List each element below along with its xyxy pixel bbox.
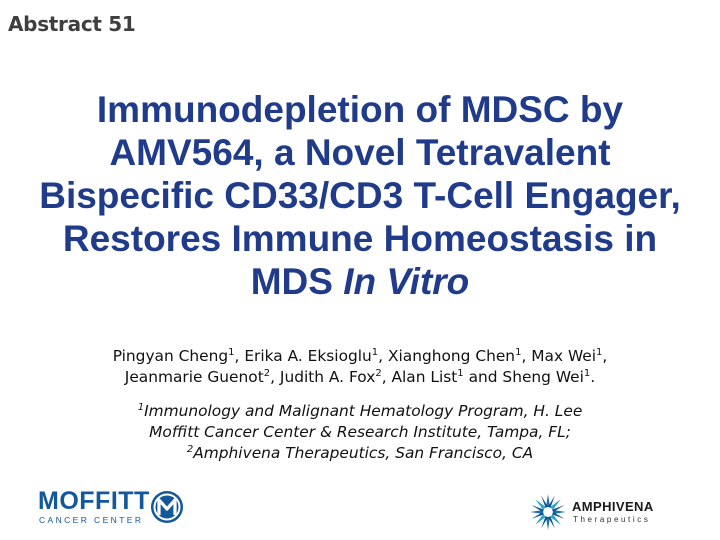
author-affil-sup: 1 <box>596 347 603 358</box>
title-line-1: Immunodepletion of MDSC by <box>96 89 624 130</box>
affiliation-sup-2: 2 <box>186 444 194 455</box>
amphivena-logo-word: AMPHIVENA <box>572 499 654 514</box>
author-line-2: Jeanmarie Guenot2, Judith A. Fox2, Alan … <box>124 368 596 386</box>
affiliation-sup-1: 1 <box>137 402 145 413</box>
author-affil-sup: 2 <box>375 368 382 379</box>
amphivena-burst-icon <box>530 494 566 530</box>
amphivena-logo-subtitle: Therapeutics <box>573 515 651 524</box>
slide-title: Immunodepletion of MDSC by AMV564, a Nov… <box>0 88 720 303</box>
author-affil-sup: 1 <box>371 347 379 358</box>
affiliation-line-1: 1Immunology and Malignant Hematology Pro… <box>0 401 720 422</box>
author-affil-sup: 1 <box>228 347 235 358</box>
author-affil-sup: 1 <box>583 368 591 379</box>
moffitt-logo: MOFFITT CANCER CENTER <box>38 488 183 528</box>
author-affil-sup: 2 <box>263 368 271 379</box>
author-name: Jeanmarie Guenot <box>124 368 264 386</box>
amphivena-logo: AMPHIVENA Therapeutics <box>528 492 688 532</box>
title-line-2: AMV564, a Novel Tetravalent <box>109 132 611 173</box>
title-line-4: Restores Immune Homeostasis in <box>62 218 658 259</box>
author-name: Pingyan Cheng <box>112 347 229 365</box>
author-list: Pingyan Cheng1, Erika A. Eksioglu1, Xian… <box>0 346 720 388</box>
abstract-label: Abstract 51 <box>8 12 136 36</box>
title-line-5: MDS In Vitro <box>0 260 720 303</box>
affiliation-line-2: Moffitt Cancer Center & Research Institu… <box>149 423 571 441</box>
author-name: Sheng Wei <box>502 368 584 386</box>
moffitt-m-icon <box>151 491 183 523</box>
author-name: Max Wei <box>531 347 597 365</box>
moffitt-logo-subtitle: CANCER CENTER <box>39 515 144 525</box>
title-line-3: Bispecific CD33/CD3 T-Cell Engager, <box>39 175 681 216</box>
moffitt-logo-word: MOFFITT <box>38 487 150 515</box>
author-name: Judith A. Fox <box>279 368 376 386</box>
affiliations: 1Immunology and Malignant Hematology Pro… <box>0 401 720 464</box>
author-affil-sup: 1 <box>515 347 522 358</box>
title-line-5-prefix: MDS <box>250 261 344 302</box>
author-line-1: Pingyan Cheng1, Erika A. Eksioglu1, Xian… <box>112 347 608 365</box>
affiliation-text-2: Amphivena Therapeutics, San Francisco, C… <box>193 444 534 462</box>
author-name: Alan List <box>391 368 458 386</box>
affiliation-line-3: 2Amphivena Therapeutics, San Francisco, … <box>0 443 720 464</box>
title-line-5-italic: In Vitro <box>343 261 470 302</box>
author-affil-sup: 1 <box>457 368 464 379</box>
author-name: Xianghong Chen <box>387 347 516 365</box>
affiliation-text-1: Immunology and Malignant Hematology Prog… <box>144 402 583 420</box>
author-name: Erika A. Eksioglu <box>244 347 372 365</box>
